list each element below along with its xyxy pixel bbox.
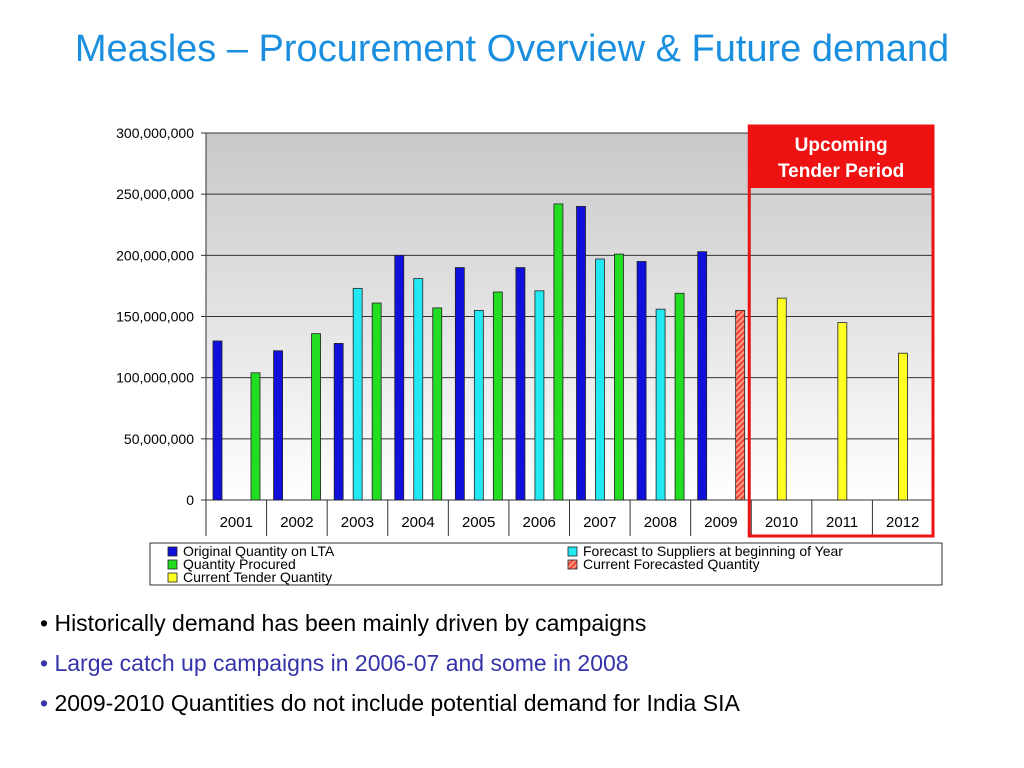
bar xyxy=(674,292,685,501)
y-tick-label: 50,000,000 xyxy=(124,431,194,447)
bullet-marker: • xyxy=(40,650,49,676)
y-tick-label: 150,000,000 xyxy=(116,309,194,325)
legend-label: Quantity Procured xyxy=(183,556,296,572)
legend-swatch xyxy=(567,559,578,570)
bar xyxy=(898,352,908,501)
bullet-text: Large catch up campaigns in 2006-07 and … xyxy=(54,650,629,676)
bullet-text: Historically demand has been mainly driv… xyxy=(54,610,647,636)
bullet-item: • Historically demand has been mainly dr… xyxy=(40,610,1000,636)
bar xyxy=(735,309,746,501)
bar xyxy=(697,251,708,501)
bar xyxy=(776,297,787,501)
bar xyxy=(837,322,848,501)
legend-box xyxy=(149,542,943,586)
tender-label-line1: Upcoming xyxy=(795,135,888,156)
bullet-marker: • xyxy=(40,610,49,636)
bar xyxy=(212,340,223,501)
legend-label: Current Tender Quantity xyxy=(183,569,332,585)
x-tick-label: 2010 xyxy=(765,514,798,531)
x-tick-label: 2004 xyxy=(401,514,434,531)
bar xyxy=(273,350,283,501)
y-tick-label: 200,000,000 xyxy=(116,247,194,263)
bullet-list: • Historically demand has been mainly dr… xyxy=(40,610,1000,730)
bar xyxy=(515,267,526,501)
bar xyxy=(614,253,624,501)
bar xyxy=(473,309,484,501)
legend-label: Original Quantity on LTA xyxy=(183,543,335,559)
bar xyxy=(333,343,344,501)
x-tick-label: 2005 xyxy=(462,514,495,531)
bar xyxy=(371,302,382,501)
bar xyxy=(576,205,586,501)
tender-label-line2: Tender Period xyxy=(778,161,904,182)
bar xyxy=(636,261,647,501)
x-tick-label: 2011 xyxy=(826,514,858,531)
bar xyxy=(454,267,465,501)
bar xyxy=(595,258,605,501)
legend-swatch xyxy=(167,546,178,557)
tender-period-highlight: Upcoming Tender Period xyxy=(747,124,935,538)
bullet-item: • 2009-2010 Quantities do not include po… xyxy=(40,690,1000,716)
x-tick-label: 2012 xyxy=(886,514,919,531)
y-tick-label: 0 xyxy=(186,492,194,508)
bullet-text: 2009-2010 Quantities do not include pote… xyxy=(54,690,740,716)
axes: 0 50,000,000 100,000,000 150,000,000 200,000… xyxy=(116,125,934,536)
bar xyxy=(492,291,503,501)
bar xyxy=(553,203,564,501)
legend: Original Quantity on LTA Forecast to Supp… xyxy=(149,542,943,586)
bar xyxy=(250,372,261,501)
x-tick-label: 2006 xyxy=(523,514,556,531)
tender-label-box xyxy=(749,126,933,188)
bar xyxy=(655,308,666,501)
legend-label: Forecast to Suppliers at beginning of Ye… xyxy=(583,543,843,559)
y-tick-label: 100,000,000 xyxy=(116,370,194,386)
x-tick-label: 2002 xyxy=(280,514,313,531)
y-tick-label: 250,000,000 xyxy=(116,186,194,202)
y-tick-label: 300,000,000 xyxy=(116,125,194,141)
tender-period-frame xyxy=(747,124,935,538)
legend-swatch xyxy=(567,546,578,557)
bullet-item: • Large catch up campaigns in 2006-07 an… xyxy=(40,650,1000,676)
bars xyxy=(212,203,908,501)
bullet-marker: • xyxy=(40,690,49,716)
legend-label: Current Forecasted Quantity xyxy=(583,556,760,572)
legend-swatch xyxy=(167,559,178,570)
bar xyxy=(432,307,443,501)
x-tick-label: 2007 xyxy=(583,514,616,531)
bar xyxy=(311,333,321,501)
x-tick-label: 2008 xyxy=(644,514,677,531)
bar-chart: 0 50,000,000 100,000,000 150,000,000 200,000… xyxy=(116,124,943,586)
bar xyxy=(413,278,424,501)
bar xyxy=(394,254,405,501)
x-tick-label: 2003 xyxy=(341,514,374,531)
x-tick-label: 2001 xyxy=(220,514,253,531)
bar xyxy=(352,287,363,501)
legend-swatch xyxy=(167,572,178,583)
x-tick-label: 2009 xyxy=(704,514,737,531)
slide-title: Measles – Procurement Overview & Future … xyxy=(74,28,950,70)
bar xyxy=(534,290,545,501)
